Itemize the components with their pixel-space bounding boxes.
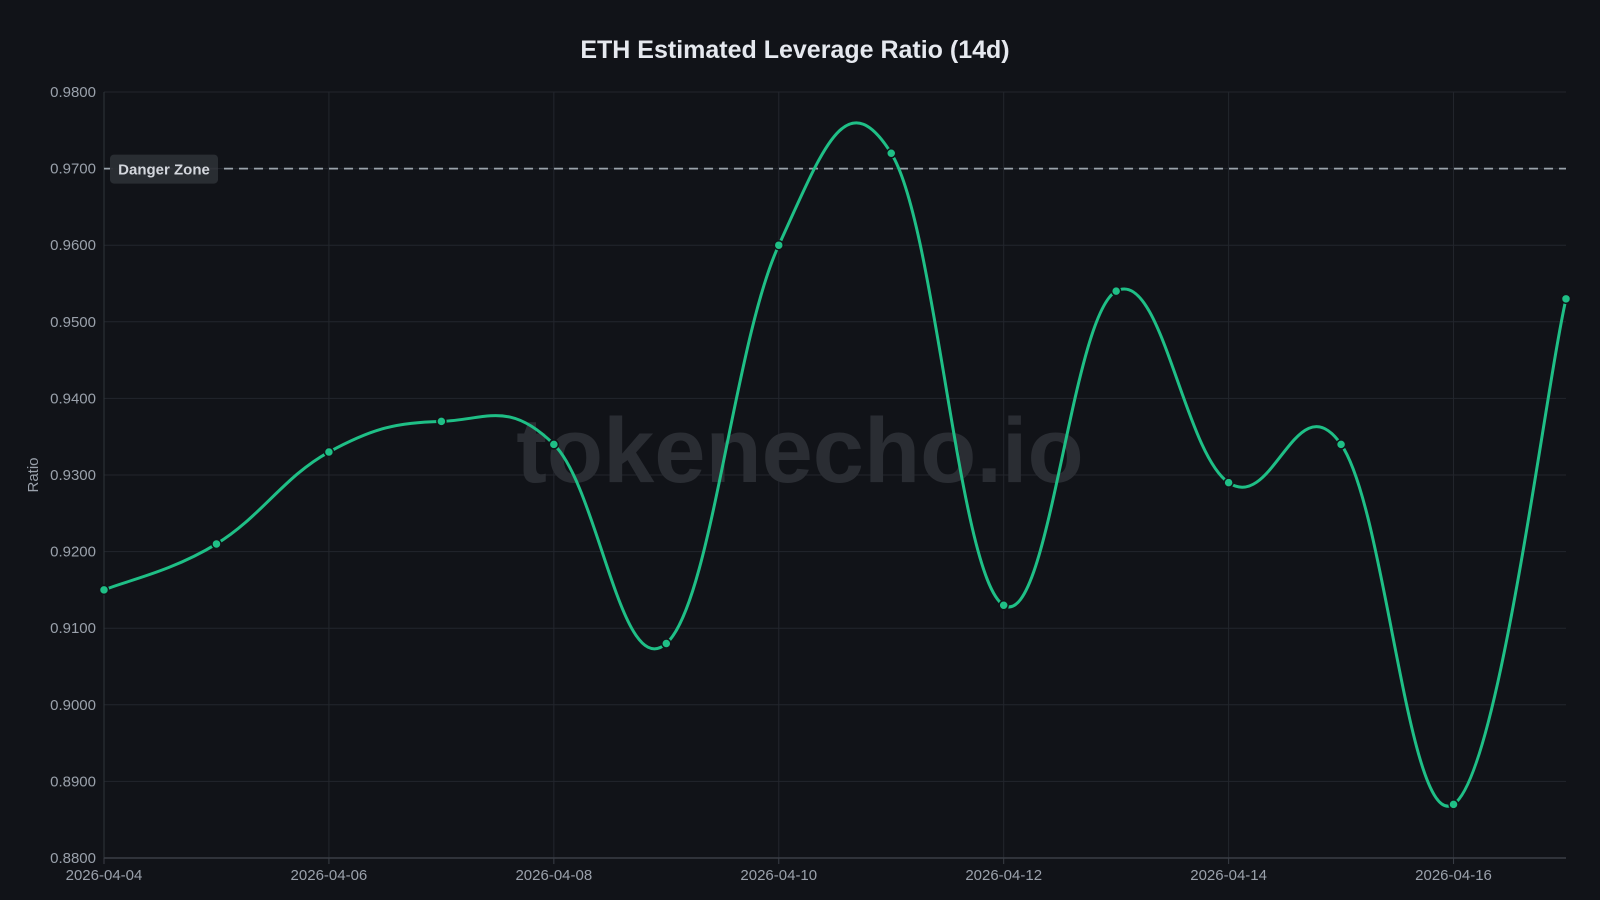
data-point [436, 416, 447, 427]
y-tick-label: 0.8800 [50, 850, 96, 867]
x-tick-label: 2026-04-12 [965, 867, 1042, 884]
danger-zone-label: Danger Zone [118, 162, 210, 179]
x-tick-label: 2026-04-10 [740, 867, 817, 884]
data-point [1110, 285, 1122, 297]
y-axis-ticks: 0.8800 0.8900 0.9000 0.9100 0.9200 0.9300 0.94… [50, 84, 96, 867]
chart-title: ETH Estimated Leverage Ratio (14d) [580, 36, 1009, 64]
data-point [1448, 799, 1459, 810]
x-axis-ticks: 2026-04-04 2026-04-06 2026-04-08 2026-04-10… [66, 867, 1492, 884]
danger-zone-label-bg [110, 154, 218, 184]
danger-zone-threshold: Danger Zone [104, 154, 1566, 184]
data-point [1335, 439, 1347, 450]
data-point [548, 439, 560, 450]
data-point [998, 599, 1009, 611]
data-point [98, 584, 110, 596]
data-point [323, 446, 335, 458]
y-tick-label: 0.9200 [50, 544, 96, 561]
data-point [885, 148, 897, 159]
y-tick-label: 0.9500 [50, 314, 96, 331]
y-tick-label: 0.9600 [50, 237, 96, 254]
data-point [773, 239, 785, 251]
y-tick-label: 0.8900 [50, 773, 96, 790]
y-axis-label: Ratio [25, 457, 42, 492]
y-tick-label: 0.9100 [50, 620, 96, 637]
x-tick-label: 2026-04-14 [1190, 867, 1267, 884]
x-tick-label: 2026-04-16 [1415, 867, 1492, 884]
data-point [1560, 293, 1572, 305]
x-tick-label: 2026-04-06 [291, 867, 368, 884]
y-tick-label: 0.9000 [50, 697, 96, 714]
data-point [211, 538, 222, 550]
axes [103, 92, 1566, 864]
y-tick-label: 0.9800 [50, 84, 96, 101]
x-tick-label: 2026-04-08 [515, 867, 592, 884]
data-point [1223, 477, 1234, 488]
x-tick-label: 2026-04-04 [66, 867, 143, 884]
data-point [661, 638, 672, 649]
y-tick-label: 0.9700 [50, 161, 96, 178]
y-tick-label: 0.9400 [50, 390, 96, 407]
watermark: tokenecho.io [516, 400, 1083, 502]
y-tick-label: 0.9300 [50, 467, 96, 484]
leverage-ratio-series [98, 121, 1572, 810]
